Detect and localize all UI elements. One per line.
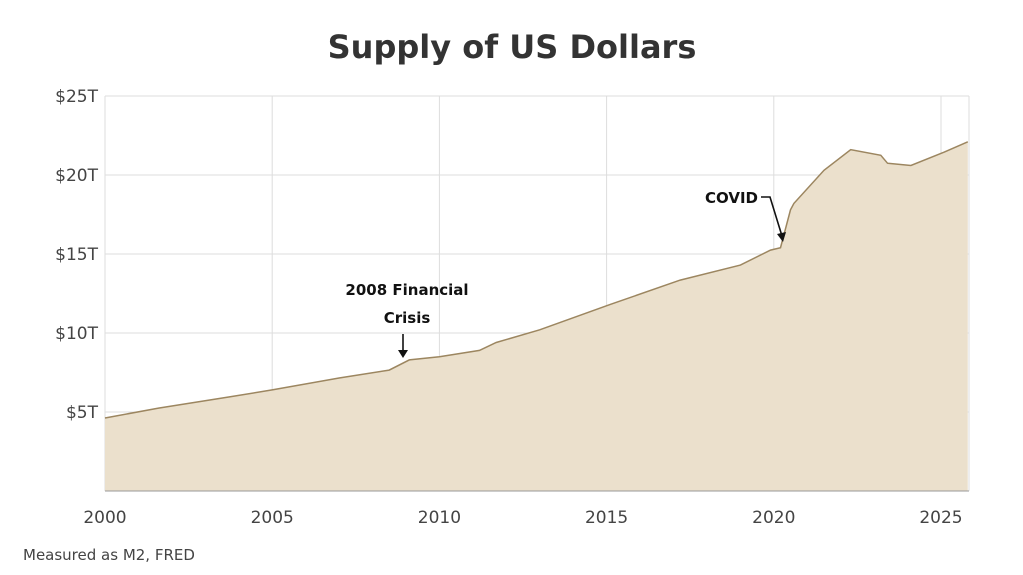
- annotations: 2008 Financial Crisis COVID: [345, 189, 786, 358]
- arrow-covid: [761, 196, 783, 237]
- annotation-covid: COVID: [705, 189, 758, 207]
- y-tick-label: $25T: [55, 87, 98, 107]
- y-tick-label: $15T: [55, 245, 98, 265]
- source-note: Measured as M2, FRED: [23, 546, 195, 564]
- arrowhead-covid: [777, 232, 786, 242]
- annotation-financial-crisis: 2008 Financial: [345, 281, 468, 299]
- x-tick-label: 2015: [585, 508, 628, 528]
- y-tick-label: $10T: [55, 324, 98, 344]
- x-tick-label: 2025: [919, 508, 962, 528]
- y-tick-label: $20T: [55, 166, 98, 186]
- area-fill: [105, 141, 968, 492]
- arrowhead-financial-crisis: [398, 350, 408, 358]
- series-line: [104, 141, 969, 419]
- x-tick-label: 2005: [251, 508, 294, 528]
- y-tick-label: $5T: [66, 403, 99, 423]
- chart-title: Supply of US Dollars: [328, 28, 697, 66]
- x-tick-label: 2010: [418, 508, 461, 528]
- annotation-financial-crisis: Crisis: [384, 309, 431, 327]
- x-tick-label: 2000: [83, 508, 126, 528]
- x-tick-label: 2020: [752, 508, 795, 528]
- area-layer: [104, 141, 969, 492]
- axes: 2000 2005 2010 2015 2020 2025 $5T $10T $15T $20T $…: [55, 87, 969, 528]
